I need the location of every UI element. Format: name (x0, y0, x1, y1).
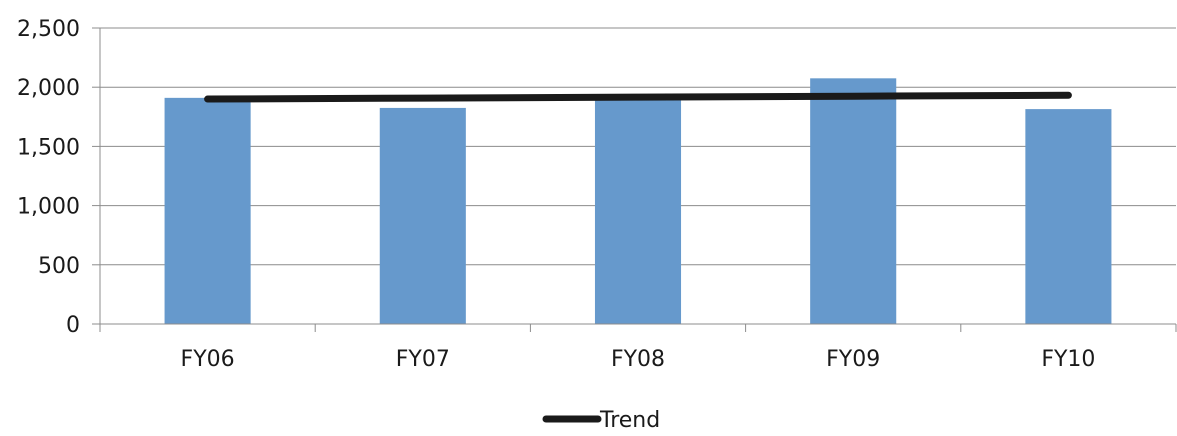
x-category-label: FY08 (611, 347, 665, 372)
axes (92, 27, 1177, 332)
trend-line (204, 91, 1072, 103)
legend: Trend (542, 408, 660, 433)
axis-labels: 0 500 1,000 1,500 2,000 2,500 FY06 FY07 FY08 FY09… (17, 17, 1095, 372)
y-tick-label: 500 (38, 254, 80, 279)
bar-fy06 (164, 97, 251, 324)
x-category-label: FY10 (1041, 347, 1095, 372)
x-category-label: FY07 (396, 347, 450, 372)
y-tick-label: 2,000 (17, 76, 80, 101)
x-category-label: FY09 (826, 347, 880, 372)
bar-fy08 (594, 96, 682, 324)
y-tick-label: 0 (66, 313, 80, 338)
x-category-label: FY06 (181, 347, 235, 372)
trend-line-layer (204, 91, 1072, 103)
y-tick-label: 1,500 (17, 135, 80, 160)
bar-fy09 (810, 78, 897, 324)
bar-fy07 (379, 107, 466, 324)
legend-label-trend: Trend (599, 408, 660, 432)
bar-fy10 (1025, 109, 1112, 324)
y-tick-label: 1,000 (17, 195, 80, 220)
bars (164, 78, 1112, 324)
y-tick-label: 2,500 (17, 17, 80, 42)
